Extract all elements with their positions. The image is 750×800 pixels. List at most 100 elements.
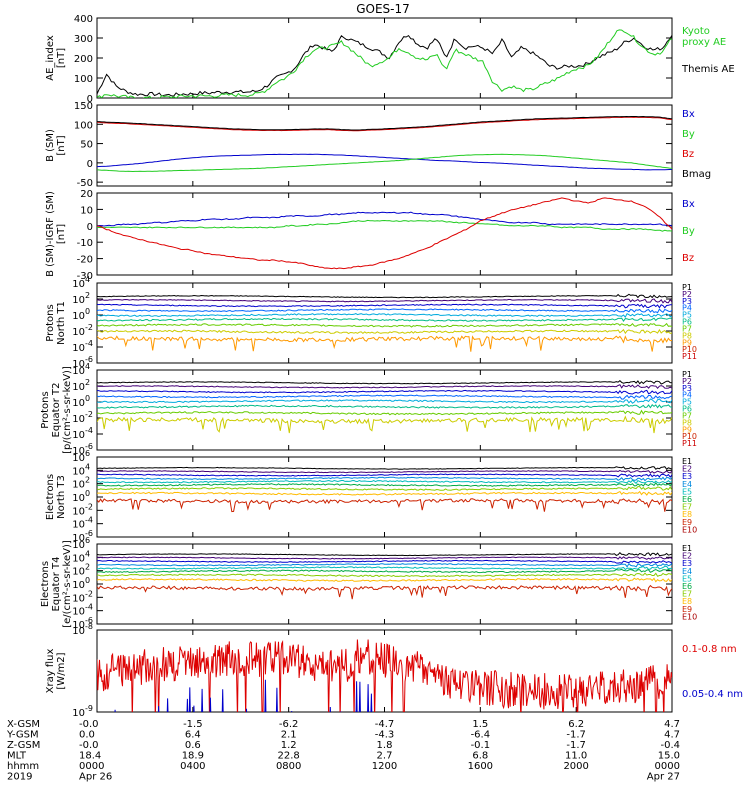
footer-value: -1.7 [566,740,586,751]
tick-exponent: 2 [85,291,90,300]
panel-bsm: -50 0 50 100 150 B (SM) [nT] Bx By Bz Bmag [45,101,711,189]
series-line-e8 [97,490,672,496]
series-line-bx [97,153,672,171]
legend-entry: P8 [682,331,692,340]
series-line-e4 [97,476,672,482]
tick-base: 10 [72,343,85,354]
tick-exponent: -2 [85,323,93,332]
y-tick-label: 10-6 [72,442,93,457]
y-axis-label: North T3 [56,475,67,519]
footer-value: 1200 [372,761,397,772]
legend-entry: Kyoto [682,26,710,37]
legend-entry: Bx [682,109,695,120]
footer-value: 2000 [563,761,588,772]
y-tick-label: 200 [74,54,93,65]
tick-exponent: -6 [85,529,93,538]
footer-value: -4.7 [375,719,395,730]
tick-base: 10 [72,430,85,441]
tick-exponent: 2 [85,378,90,387]
series-line-p7 [97,409,672,416]
footer-value: 4.7 [664,719,680,730]
footer-value: 0000 [655,761,680,772]
y-tick-label: 10-2 [72,323,93,338]
footer-value: 0000 [79,761,104,772]
tick-base: 10 [72,567,85,578]
series-line-e1 [97,551,672,557]
series-group [97,466,672,513]
panel-frame [96,543,673,625]
legend-entry: By [682,129,695,140]
y-tick-label: 10-6 [72,616,93,631]
series-line-e1 [97,466,672,470]
series-line-p8 [97,415,672,434]
y-tick-label: 104 [72,462,90,477]
y-tick-label: 102 [72,291,90,306]
tick-base: 10 [72,279,85,290]
footer-value: -0.0 [79,740,99,751]
legend-entry: P7 [682,324,692,333]
y-axis-label: Electrons [40,561,51,607]
y-axis-label: Equator T2 [51,383,62,438]
footer-value: 22.8 [278,751,300,762]
footer-value: Apr 26 [79,772,112,783]
series-line-e5 [97,479,672,485]
legend-entry: proxy AE [682,37,726,48]
series-group [97,293,672,352]
tick-exponent: -6 [85,616,93,625]
tick-base: 10 [72,311,85,322]
y-tick-label: 300 [74,34,93,45]
tick-base: 10 [72,493,85,504]
y-axis-label: Electrons [45,474,56,520]
series-line-p9 [97,335,672,352]
footer-value: 2.7 [377,751,393,762]
y-axis-label: [p/(cm²-s-sr-keV)] [62,366,73,454]
tick-exponent: 0 [85,394,90,403]
y-tick-label: 20 [80,189,93,200]
legend-entry: E4 [682,567,692,576]
y-tick-label: 10-9 [72,704,93,719]
legend-entry: Themis AE [681,64,735,75]
panel-bigrf: -30 -20 -10 0 10 20 B (SM)-IGRF (SM) [nT] Bx By Bz [45,189,695,282]
legend-entry: P1 [682,283,692,292]
footer-value: -0.4 [660,740,680,751]
footer-row-label: 2019 [7,772,32,783]
footer-row-label: X-GSM [7,719,40,730]
series-line-p6 [97,317,672,322]
series-line-themis-ae [97,34,672,97]
series-line-e6 [97,482,672,487]
series-line-p8 [97,328,672,335]
series-group [97,197,672,270]
series-line-e6 [97,568,672,574]
footer-row-label: Y-GSM [6,730,39,741]
series-line-p4 [97,308,672,314]
series-line-kyoto-proxy-ae [97,29,672,98]
legend-entry: E1 [682,544,692,553]
series-line-bx [97,211,672,227]
y-tick-label: 106 [72,536,90,551]
legend-entry: E8 [682,597,692,606]
tick-exponent: -6 [85,355,93,364]
tick-base: 10 [72,295,85,306]
series-line-e3 [97,473,672,478]
y-tick-label: 10 [80,205,93,216]
legend-entry: P1 [682,370,692,379]
series-line-bmag [97,115,672,131]
footer-value: 1.8 [377,740,393,751]
series-line-p5 [97,398,672,404]
legend-entry: 0.1-0.8 nm [682,644,737,655]
y-axis-label: [nT] [56,224,67,244]
y-tick-label: 100 [72,307,90,322]
series-line-e9 [97,584,672,600]
legend-entry: E9 [682,605,692,614]
series-line-e8 [97,577,672,583]
series-line-e9 [97,498,672,513]
tick-base: 10 [72,553,85,564]
legend-entry: E4 [682,480,692,489]
y-tick-label: 104 [72,362,90,377]
legend-entry: P10 [682,345,697,354]
